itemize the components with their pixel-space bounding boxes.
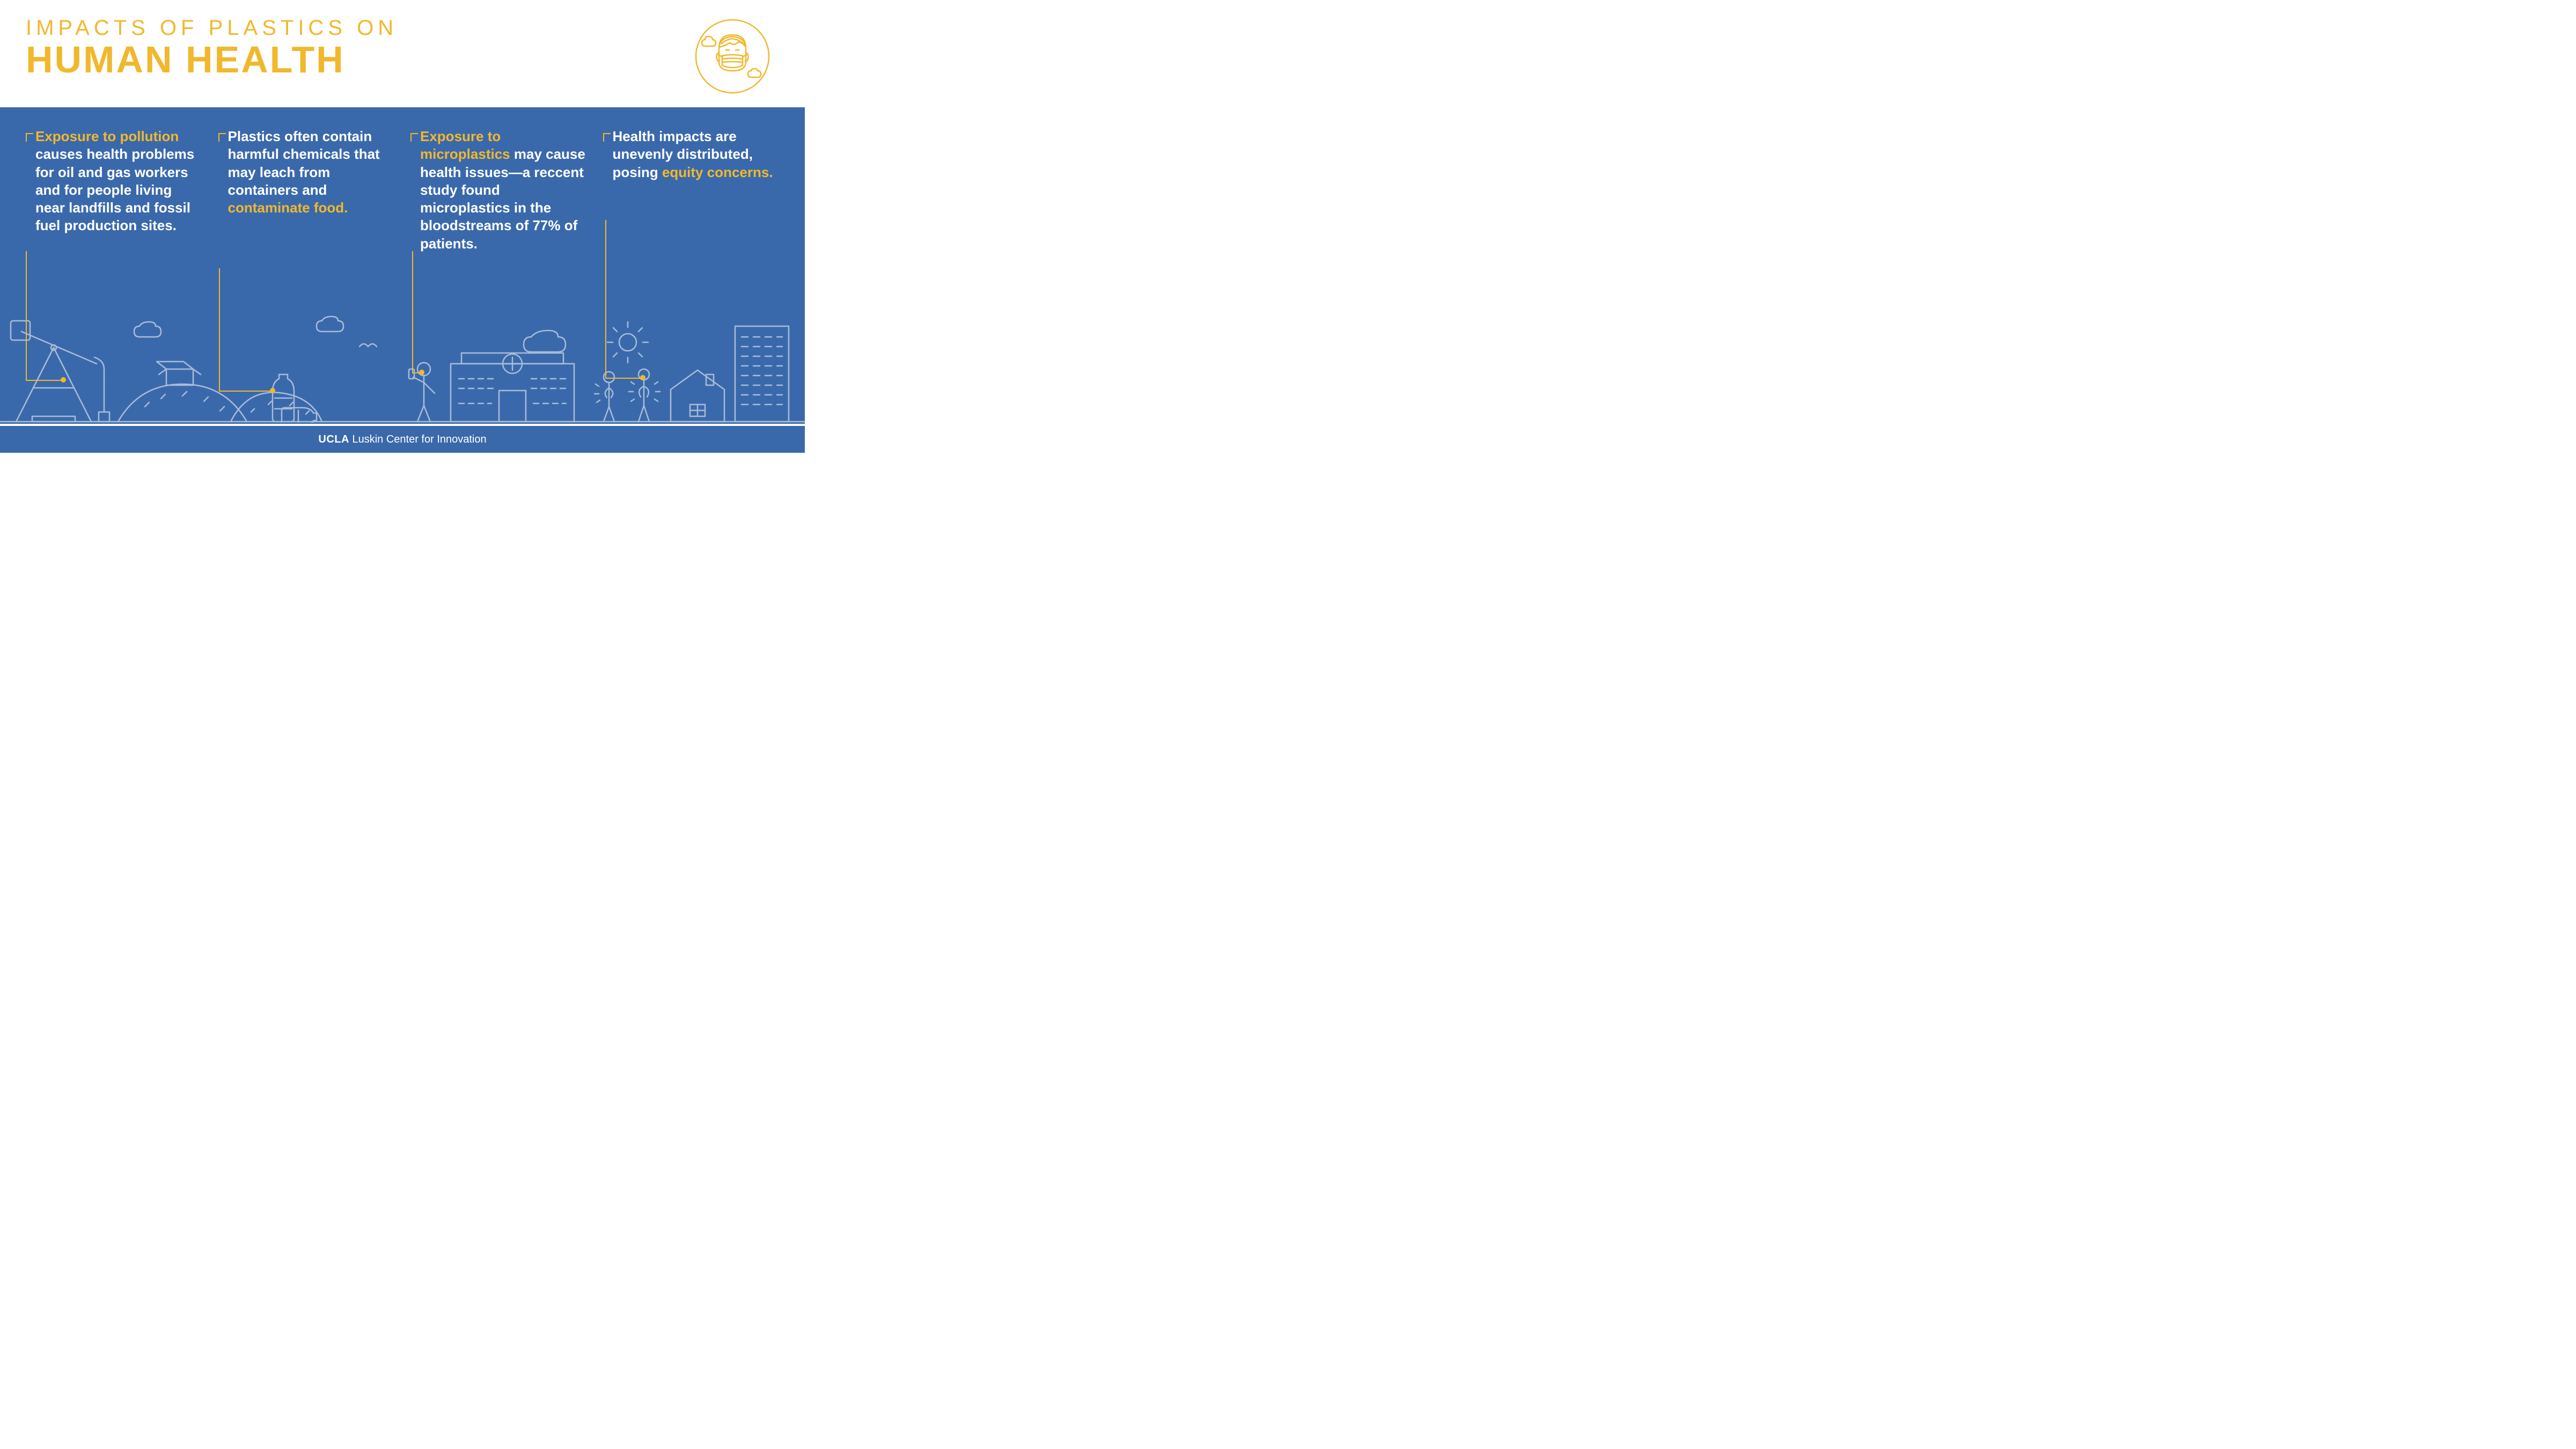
leader-dot-icon: [419, 370, 424, 375]
bracket-icon: [26, 133, 33, 142]
highlight-text: Exposure to pollution: [35, 128, 179, 144]
footer-rest: Luskin Center for Innovation: [349, 433, 487, 445]
column-3-text: Exposure to microplastics may cause heal…: [420, 128, 587, 253]
leader-line-2: [219, 268, 273, 392]
illustration-strip: [0, 262, 805, 423]
leader-dot-icon: [61, 377, 66, 383]
title-line-1: IMPACTS OF PLASTICS ON: [26, 16, 779, 40]
person-mask-icon: [692, 16, 773, 99]
highlight-text: equity concerns.: [662, 164, 773, 180]
column-1-text: Exposure to pollution causes health prob…: [35, 128, 202, 235]
bracket-icon: [603, 133, 611, 142]
footer-bold: UCLA: [318, 433, 349, 445]
column-3: Exposure to microplastics may cause heal…: [410, 128, 587, 253]
footer: UCLA Luskin Center for Innovation: [0, 426, 805, 453]
highlight-text: contaminate food.: [228, 200, 348, 216]
column-2: Plastics often contain harmful chemicals…: [218, 128, 395, 253]
header: IMPACTS OF PLASTICS ON HUMAN HEALTH: [0, 0, 805, 107]
body-panel: Exposure to pollution causes health prob…: [0, 107, 805, 453]
body-text: Plastics often contain harmful chemicals…: [228, 128, 380, 198]
leader-line-1: [26, 251, 63, 381]
bracket-icon: [410, 133, 418, 142]
highlight-text: Exposure to microplastics: [420, 128, 510, 162]
title-line-2: HUMAN HEALTH: [26, 41, 779, 78]
column-1: Exposure to pollution causes health prob…: [26, 128, 202, 253]
hospital-person-icon: [409, 330, 574, 422]
column-2-text: Plastics often contain harmful chemicals…: [228, 128, 395, 217]
leader-line-4: [605, 220, 643, 379]
leader-dot-icon: [270, 388, 275, 393]
bracket-icon: [218, 133, 226, 142]
columns: Exposure to pollution causes health prob…: [26, 128, 779, 253]
leader-line-3: [412, 251, 422, 373]
body-text: causes health problems for oil and gas w…: [35, 146, 194, 233]
column-4-text: Health impacts are unevenly distributed,…: [613, 128, 780, 181]
leader-dot-icon: [640, 375, 645, 380]
